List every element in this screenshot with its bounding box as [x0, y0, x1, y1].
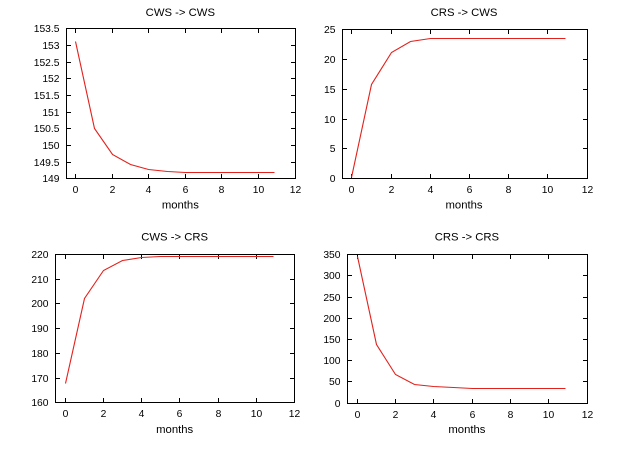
svg-text:4: 4 [146, 185, 152, 196]
svg-text:250: 250 [323, 293, 340, 304]
svg-text:2: 2 [101, 409, 107, 420]
svg-text:10: 10 [324, 115, 336, 126]
svg-text:10: 10 [253, 185, 265, 196]
svg-text:12: 12 [582, 185, 594, 196]
svg-text:months: months [448, 424, 485, 436]
svg-text:10: 10 [542, 185, 554, 196]
svg-text:8: 8 [216, 409, 222, 420]
svg-text:2: 2 [110, 185, 116, 196]
svg-text:50: 50 [329, 377, 341, 388]
svg-text:12: 12 [582, 410, 594, 421]
svg-text:153.5: 153.5 [34, 24, 60, 35]
svg-text:150: 150 [42, 141, 59, 152]
svg-text:12: 12 [289, 409, 301, 420]
svg-text:152.5: 152.5 [34, 58, 60, 69]
svg-text:6: 6 [177, 409, 183, 420]
svg-text:190: 190 [31, 324, 48, 335]
svg-text:6: 6 [183, 185, 189, 196]
svg-text:10: 10 [543, 410, 555, 421]
svg-text:6: 6 [467, 185, 473, 196]
svg-text:20: 20 [324, 55, 336, 66]
svg-text:4: 4 [428, 185, 434, 196]
svg-text:350: 350 [323, 250, 340, 261]
svg-text:220: 220 [31, 250, 48, 261]
svg-text:153: 153 [42, 41, 59, 52]
svg-text:0: 0 [63, 409, 69, 420]
svg-text:months: months [446, 200, 483, 212]
svg-text:180: 180 [31, 349, 48, 360]
svg-text:CWS -> CWS: CWS -> CWS [146, 7, 216, 19]
svg-text:300: 300 [323, 271, 340, 282]
svg-text:100: 100 [323, 356, 340, 367]
svg-text:10: 10 [251, 409, 263, 420]
svg-text:0: 0 [73, 185, 79, 196]
svg-text:0: 0 [335, 399, 341, 410]
svg-text:12: 12 [290, 185, 302, 196]
svg-text:210: 210 [31, 275, 48, 286]
svg-text:15: 15 [324, 85, 336, 96]
svg-text:0: 0 [355, 410, 361, 421]
svg-text:200: 200 [323, 314, 340, 325]
svg-text:CWS -> CRS: CWS -> CRS [141, 231, 208, 243]
svg-text:150: 150 [323, 335, 340, 346]
svg-text:8: 8 [508, 410, 514, 421]
svg-text:4: 4 [431, 410, 437, 421]
svg-text:months: months [162, 200, 199, 212]
svg-text:0: 0 [330, 174, 336, 185]
svg-text:5: 5 [330, 144, 336, 155]
svg-text:2: 2 [389, 185, 395, 196]
svg-text:8: 8 [219, 185, 225, 196]
svg-text:6: 6 [470, 410, 476, 421]
svg-text:CRS -> CWS: CRS -> CWS [431, 7, 498, 19]
svg-text:152: 152 [42, 74, 59, 85]
svg-text:150.5: 150.5 [34, 124, 60, 135]
svg-text:151: 151 [42, 108, 59, 119]
svg-text:200: 200 [31, 299, 48, 310]
svg-text:2: 2 [393, 410, 399, 421]
svg-text:4: 4 [139, 409, 145, 420]
svg-text:151.5: 151.5 [34, 91, 60, 102]
svg-text:160: 160 [31, 398, 48, 409]
svg-text:170: 170 [31, 374, 48, 385]
svg-text:CRS -> CRS: CRS -> CRS [435, 231, 500, 243]
svg-text:8: 8 [506, 185, 512, 196]
svg-text:149.5: 149.5 [34, 158, 60, 169]
svg-text:months: months [156, 424, 193, 436]
svg-text:0: 0 [349, 185, 355, 196]
svg-text:149: 149 [42, 174, 59, 185]
svg-text:25: 25 [324, 25, 336, 36]
